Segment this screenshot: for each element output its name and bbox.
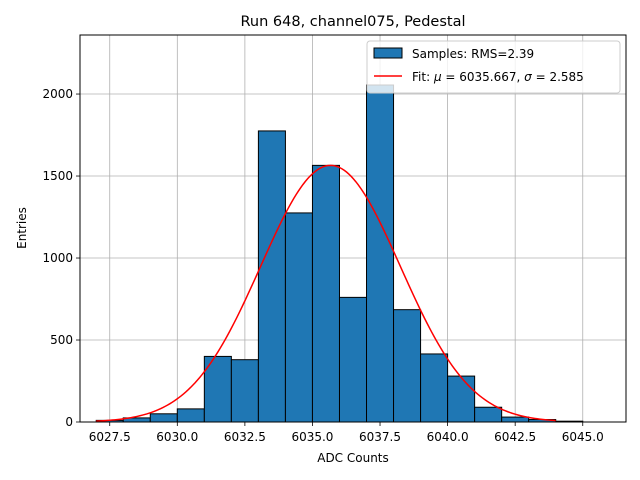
gaussian-fit-curve [96, 164, 556, 422]
histogram-bar-14 [474, 406, 503, 423]
x-tick-label-3: 6035.0 [291, 430, 333, 444]
histogram-bars [95, 84, 584, 423]
histogram-bar-11 [393, 309, 422, 423]
histogram-bar-13 [447, 375, 476, 423]
fit-curve [96, 164, 556, 422]
histogram-bar-5 [230, 359, 259, 423]
y-axis-label: Entries [15, 207, 29, 249]
x-axis-label: ADC Counts [317, 451, 389, 465]
x-tick-label-6: 6042.5 [494, 430, 536, 444]
plot-frame [79, 34, 627, 423]
axis-ticks: 6027.5 6030.0 6032.5 6035.0 6037.5 6040.0 6042… [42, 87, 603, 444]
histogram-bar-4 [203, 355, 232, 423]
legend-swatch-samples [373, 47, 403, 59]
histogram-bar-6 [257, 130, 286, 423]
legend-box [366, 40, 621, 94]
chart-title: Run 648, channel075, Pedestal [240, 14, 465, 30]
y-tick-label-1: 500 [50, 333, 73, 347]
legend-label-samples: Samples: RMS=2.39 [412, 47, 534, 61]
legend: Samples: RMS=2.39 Fit: μ = 6035.667, σ =… [366, 40, 621, 94]
x-tick-label-0: 6027.5 [89, 430, 131, 444]
histogram-bar-2 [149, 413, 178, 423]
histogram-bar-3 [176, 408, 205, 423]
histogram-bar-7 [284, 212, 313, 423]
x-tick-label-5: 6040.0 [427, 430, 469, 444]
x-tick-label-1: 6030.0 [156, 430, 198, 444]
legend-label-fit: Fit: μ = 6035.667, σ = 2.585 [412, 70, 584, 84]
histogram-bar-15 [501, 416, 530, 423]
x-tick-label-4: 6037.5 [359, 430, 401, 444]
histogram-bar-8 [311, 164, 340, 423]
y-tick-label-0: 0 [65, 415, 73, 429]
x-tick-label-7: 6045.0 [562, 430, 604, 444]
histogram-bar-10 [366, 84, 395, 423]
x-tick-label-2: 6032.5 [224, 430, 266, 444]
histogram-bar-9 [338, 296, 368, 423]
y-tick-label-4: 2000 [42, 87, 73, 101]
y-tick-label-3: 1500 [42, 169, 73, 183]
histogram-bar-12 [420, 353, 449, 423]
y-tick-label-2: 1000 [42, 251, 73, 265]
